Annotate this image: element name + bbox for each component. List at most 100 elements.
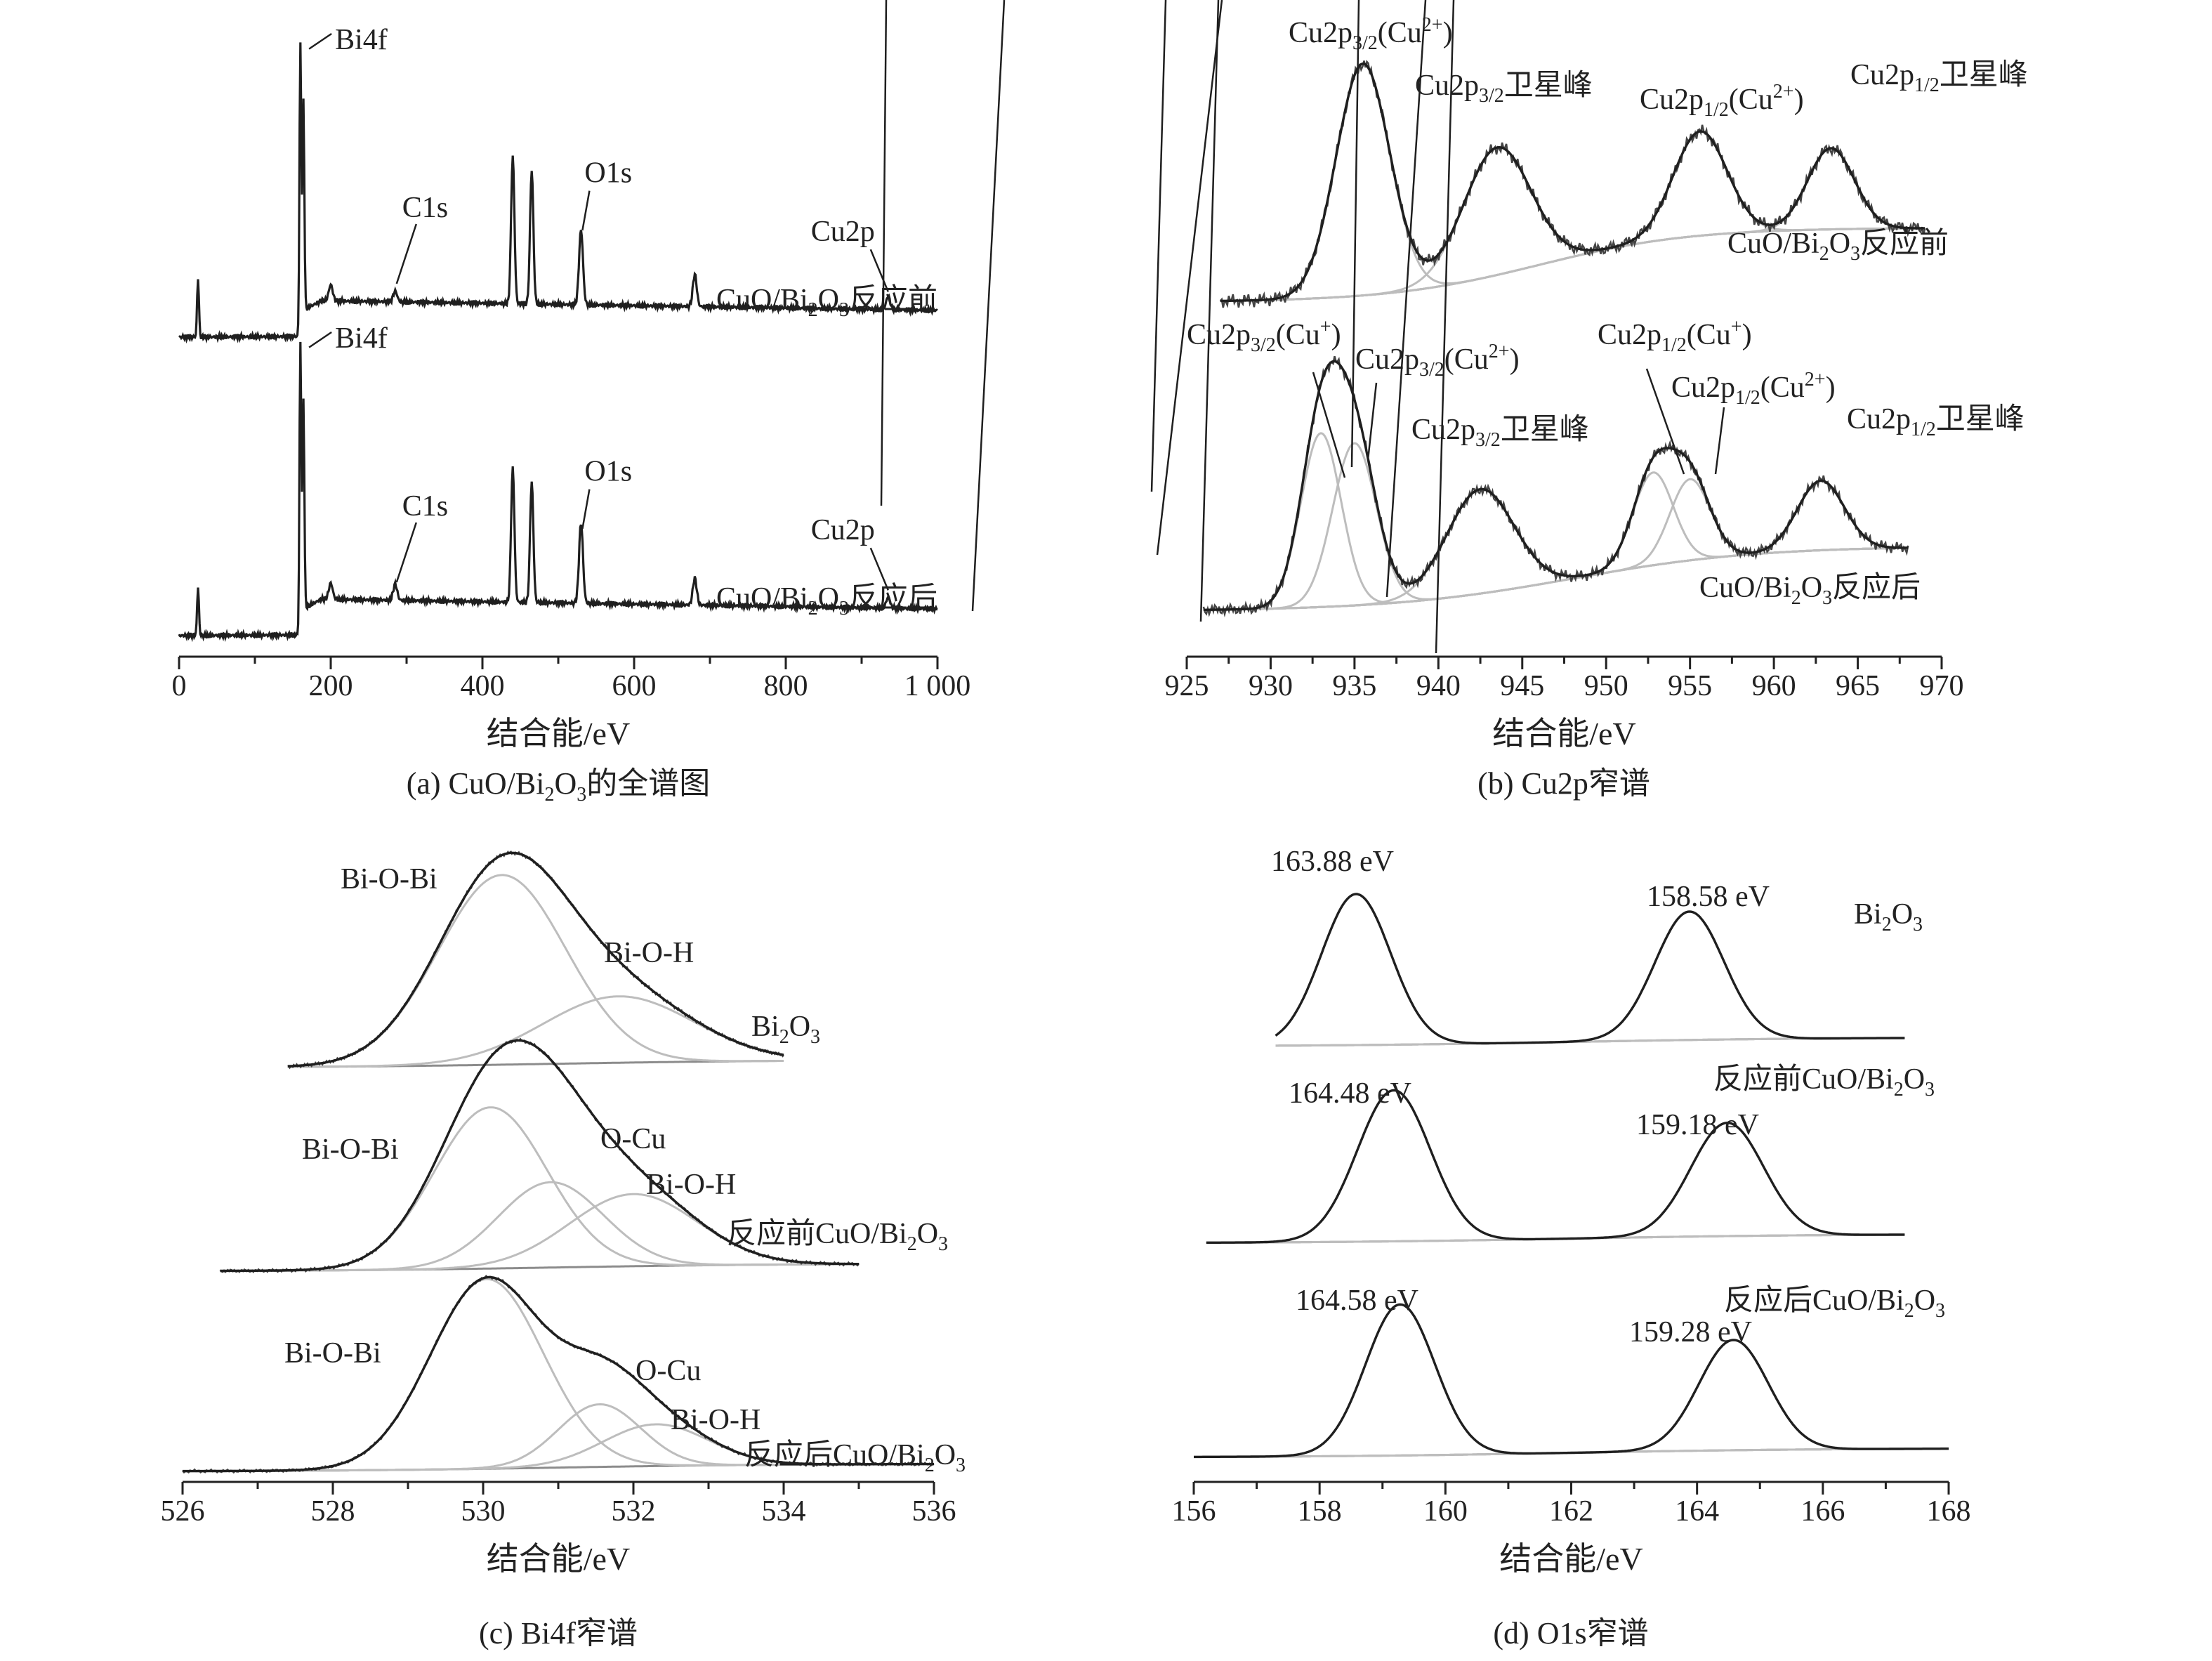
x-tick-label: 950 bbox=[1584, 670, 1628, 702]
peak-annotation: Cu2p bbox=[811, 514, 875, 546]
component-label: O-Cu bbox=[600, 1123, 666, 1155]
component-label: Bi-O-H bbox=[604, 937, 694, 969]
fit-component-line bbox=[287, 995, 784, 1068]
component-label: Bi-O-Bi bbox=[284, 1337, 381, 1370]
peak-annotation: Cu2p1/2卫星峰 bbox=[1847, 403, 2025, 440]
x-tick-label: 800 bbox=[764, 670, 808, 702]
leader-line bbox=[880, 0, 888, 506]
fit-component-line bbox=[1194, 1339, 1949, 1458]
x-tick-label: 156 bbox=[1172, 1495, 1216, 1528]
series-label: CuO/Bi2O3反应前 bbox=[716, 283, 937, 321]
peak-value-label: 163.88 eV bbox=[1271, 846, 1394, 878]
peak-annotation: Cu2p1/2(Cu2+) bbox=[1671, 369, 1836, 409]
peak-value-label: 164.48 eV bbox=[1289, 1077, 1411, 1110]
x-tick-label: 600 bbox=[612, 670, 657, 702]
panel-caption: (b) Cu2p窄谱 bbox=[1477, 766, 1650, 801]
x-axis-title: 结合能/eV bbox=[1492, 716, 1635, 751]
measured-spectrum-line bbox=[1194, 1304, 1949, 1458]
fit-component-line bbox=[287, 874, 784, 1068]
leader-line bbox=[971, 0, 1006, 612]
x-tick-label: 162 bbox=[1549, 1495, 1593, 1528]
leader-line bbox=[1367, 382, 1378, 461]
panel-caption: (c) Bi4f窄谱 bbox=[479, 1616, 638, 1650]
x-tick-label: 200 bbox=[309, 670, 353, 702]
fit-envelope-line bbox=[1194, 1303, 1949, 1459]
series-label: 反应后CuO/Bi2O3 bbox=[744, 1438, 966, 1476]
fit-envelope-line bbox=[1206, 1089, 1905, 1244]
x-tick-label: 960 bbox=[1752, 670, 1796, 702]
peak-annotation: C1s bbox=[402, 192, 448, 224]
component-label: Bi-O-Bi bbox=[341, 863, 437, 895]
leader-line bbox=[395, 522, 417, 583]
x-tick-label: 530 bbox=[461, 1495, 506, 1528]
fit-component-line bbox=[1206, 1122, 1905, 1244]
x-tick-label: 532 bbox=[612, 1495, 656, 1528]
x-axis-title: 结合能/eV bbox=[1499, 1541, 1642, 1577]
series-label: 反应前CuO/Bi2O3 bbox=[727, 1217, 948, 1255]
fit-envelope-line bbox=[220, 1039, 859, 1273]
x-tick-label: 945 bbox=[1500, 670, 1544, 702]
fit-component-line bbox=[1220, 146, 1925, 302]
peak-annotation: Cu2p3/2卫星峰 bbox=[1415, 70, 1593, 107]
fit-envelope-line bbox=[1275, 893, 1905, 1045]
peak-annotation: Cu2p3/2卫星峰 bbox=[1411, 414, 1589, 451]
x-tick-label: 1 000 bbox=[904, 670, 971, 702]
fit-component-line bbox=[1220, 147, 1925, 302]
leader-line bbox=[1312, 372, 1346, 478]
fit-envelope-line bbox=[1203, 360, 1909, 611]
fit-component-line bbox=[1275, 910, 1905, 1047]
peak-annotation: Bi4f bbox=[335, 24, 388, 56]
survey-spectrum-line bbox=[178, 42, 938, 344]
x-tick-label: 528 bbox=[311, 1495, 355, 1528]
peak-value-label: 164.58 eV bbox=[1296, 1285, 1418, 1317]
leader-line bbox=[1199, 0, 1220, 622]
peak-annotation: C1s bbox=[402, 490, 448, 523]
series-label: CuO/Bi2O3反应后 bbox=[716, 582, 937, 619]
leader-line bbox=[1435, 0, 1455, 654]
leader-line bbox=[1385, 0, 1427, 598]
fit-envelope-line bbox=[183, 1275, 934, 1473]
component-label: Bi-O-Bi bbox=[302, 1134, 399, 1166]
peak-annotation: O1s bbox=[584, 157, 632, 190]
series-label: Bi2O3 bbox=[751, 1011, 820, 1048]
component-label: Bi-O-H bbox=[671, 1404, 761, 1436]
leader-line bbox=[869, 547, 889, 591]
series-label: 反应后CuO/Bi2O3 bbox=[1724, 1284, 1945, 1322]
peak-annotation: Cu2p3/2(Cu2+) bbox=[1355, 341, 1520, 381]
x-tick-label: 158 bbox=[1298, 1495, 1342, 1528]
leader-line bbox=[1150, 0, 1167, 492]
peak-annotation: Cu2p3/2(Cu2+) bbox=[1289, 14, 1453, 54]
leader-line bbox=[308, 32, 332, 50]
panel-c-x-axis: 526 528 530 532 534 536 结合能/eV bbox=[161, 1481, 956, 1577]
panel-d-x-axis: 156 158 160 162 164 166 168 结合能/eV bbox=[1172, 1481, 1971, 1577]
x-tick-label: 0 bbox=[172, 670, 187, 702]
x-tick-label: 526 bbox=[161, 1495, 205, 1528]
x-axis-title: 结合能/eV bbox=[487, 1541, 630, 1577]
x-tick-label: 536 bbox=[912, 1495, 956, 1528]
peak-value-label: 159.18 eV bbox=[1636, 1109, 1759, 1141]
leader-line bbox=[581, 190, 591, 231]
x-tick-label: 925 bbox=[1165, 670, 1209, 702]
peak-value-label: 159.28 eV bbox=[1629, 1316, 1752, 1348]
peak-annotation: Cu2p1/2(Cu2+) bbox=[1640, 81, 1804, 121]
series-label: CuO/Bi2O3反应前 bbox=[1727, 227, 1949, 265]
leader-line bbox=[308, 331, 332, 348]
x-tick-label: 534 bbox=[762, 1495, 806, 1528]
fit-component-line bbox=[1275, 893, 1905, 1044]
x-tick-label: 166 bbox=[1800, 1495, 1845, 1528]
peak-annotation: Cu2p3/2(Cu+) bbox=[1187, 316, 1341, 356]
leader-line bbox=[869, 249, 889, 292]
x-tick-label: 160 bbox=[1423, 1495, 1468, 1528]
survey-spectrum-line bbox=[178, 341, 938, 643]
leader-line bbox=[581, 489, 591, 530]
series-label: Bi2O3 bbox=[1854, 898, 1923, 935]
x-tick-label: 970 bbox=[1920, 670, 1964, 702]
component-label: Bi-O-H bbox=[646, 1169, 736, 1201]
peak-annotation: Cu2p bbox=[811, 216, 875, 248]
series-label: CuO/Bi2O3反应后 bbox=[1699, 571, 1921, 609]
peak-value-label: 158.58 eV bbox=[1647, 881, 1770, 913]
x-tick-label: 940 bbox=[1416, 670, 1461, 702]
leader-line bbox=[1350, 0, 1360, 468]
x-tick-label: 168 bbox=[1927, 1495, 1971, 1528]
fit-envelope-line bbox=[1220, 62, 1925, 303]
